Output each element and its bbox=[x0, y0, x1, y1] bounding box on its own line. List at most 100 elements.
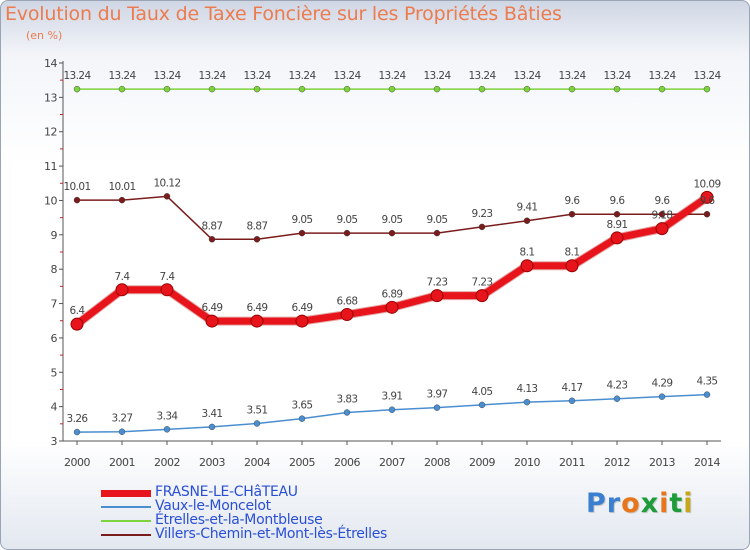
data-label-villers-chemin-et-mont-les-etrelles: 8.87 bbox=[247, 220, 268, 232]
data-label-frasne-le-chateau: 7.4 bbox=[115, 271, 131, 283]
data-point-etrelles-et-la-montbleuse bbox=[298, 85, 306, 93]
data-point-vaux-le-moncelot bbox=[118, 428, 126, 435]
data-point-etrelles-et-la-montbleuse bbox=[703, 85, 711, 93]
data-point-villers-chemin-et-mont-les-etrelles bbox=[613, 210, 621, 218]
y-tick-label: 6 bbox=[51, 332, 58, 345]
data-label-vaux-le-moncelot: 3.91 bbox=[382, 391, 403, 403]
data-point-frasne-le-chateau bbox=[385, 300, 399, 314]
x-tick-label: 2014 bbox=[694, 456, 720, 469]
data-label-vaux-le-moncelot: 3.65 bbox=[292, 400, 313, 412]
x-tick-label: 2011 bbox=[559, 456, 585, 469]
x-tick-label: 2001 bbox=[109, 456, 135, 469]
data-label-vaux-le-moncelot: 3.27 bbox=[112, 413, 133, 425]
data-label-frasne-le-chateau: 7.4 bbox=[160, 271, 176, 283]
x-tick-label: 2000 bbox=[64, 456, 90, 469]
data-point-etrelles-et-la-montbleuse bbox=[658, 85, 666, 93]
data-label-frasne-le-chateau: 7.23 bbox=[472, 277, 493, 289]
data-point-villers-chemin-et-mont-les-etrelles bbox=[163, 193, 171, 200]
data-point-etrelles-et-la-montbleuse bbox=[613, 85, 621, 93]
data-point-frasne-le-chateau bbox=[610, 231, 624, 245]
y-tick-label: 13 bbox=[44, 91, 57, 104]
data-point-villers-chemin-et-mont-les-etrelles bbox=[703, 210, 711, 218]
data-label-villers-chemin-et-mont-les-etrelles: 9.05 bbox=[382, 214, 403, 226]
logo-letter: i bbox=[659, 488, 670, 519]
data-label-frasne-le-chateau: 7.23 bbox=[427, 277, 448, 289]
data-point-frasne-le-chateau bbox=[295, 314, 309, 328]
data-point-frasne-le-chateau bbox=[430, 289, 444, 303]
data-label-villers-chemin-et-mont-les-etrelles: 9.23 bbox=[472, 208, 493, 220]
data-point-vaux-le-moncelot bbox=[388, 406, 396, 413]
data-point-villers-chemin-et-mont-les-etrelles bbox=[478, 223, 486, 231]
data-label-etrelles-et-la-montbleuse: 13.24 bbox=[63, 70, 91, 82]
data-label-villers-chemin-et-mont-les-etrelles: 9.05 bbox=[427, 214, 448, 226]
data-point-vaux-le-moncelot bbox=[478, 401, 486, 409]
data-point-etrelles-et-la-montbleuse bbox=[388, 85, 396, 93]
data-label-vaux-le-moncelot: 4.05 bbox=[472, 386, 493, 398]
data-point-etrelles-et-la-montbleuse bbox=[523, 85, 531, 93]
data-point-frasne-le-chateau bbox=[205, 314, 219, 328]
data-label-frasne-le-chateau: 6.89 bbox=[382, 288, 403, 300]
data-point-vaux-le-moncelot bbox=[658, 393, 666, 400]
data-label-villers-chemin-et-mont-les-etrelles: 10.01 bbox=[63, 181, 90, 193]
x-tick-label: 2006 bbox=[334, 456, 360, 469]
data-point-frasne-le-chateau bbox=[655, 222, 669, 236]
data-point-frasne-le-chateau bbox=[565, 259, 579, 273]
y-tick-label: 8 bbox=[51, 263, 58, 276]
data-label-villers-chemin-et-mont-les-etrelles: 9.6 bbox=[565, 195, 581, 207]
data-point-vaux-le-moncelot bbox=[163, 426, 171, 433]
data-label-etrelles-et-la-montbleuse: 13.24 bbox=[288, 70, 316, 82]
data-label-vaux-le-moncelot: 3.97 bbox=[427, 389, 448, 401]
data-label-etrelles-et-la-montbleuse: 13.24 bbox=[198, 70, 226, 82]
data-point-villers-chemin-et-mont-les-etrelles bbox=[388, 229, 396, 237]
x-tick-label: 2012 bbox=[604, 456, 630, 469]
data-label-vaux-le-moncelot: 3.41 bbox=[202, 408, 223, 420]
legend-swatch bbox=[101, 506, 151, 508]
data-point-frasne-le-chateau bbox=[520, 259, 534, 273]
x-tick-label: 2010 bbox=[514, 456, 540, 469]
data-point-etrelles-et-la-montbleuse bbox=[208, 85, 216, 93]
data-label-vaux-le-moncelot: 4.29 bbox=[652, 378, 673, 390]
data-label-frasne-le-chateau: 10.09 bbox=[693, 178, 720, 190]
data-point-vaux-le-moncelot bbox=[568, 397, 576, 404]
x-tick-label: 2008 bbox=[424, 456, 450, 469]
data-point-etrelles-et-la-montbleuse bbox=[73, 85, 81, 93]
data-point-frasne-le-chateau bbox=[250, 314, 264, 328]
data-label-etrelles-et-la-montbleuse: 13.24 bbox=[603, 70, 631, 82]
x-tick-label: 2004 bbox=[244, 456, 270, 469]
x-tick-label: 2013 bbox=[649, 456, 675, 469]
data-label-frasne-le-chateau: 6.49 bbox=[292, 302, 313, 314]
data-label-vaux-le-moncelot: 4.13 bbox=[517, 383, 538, 395]
data-label-etrelles-et-la-montbleuse: 13.24 bbox=[333, 70, 361, 82]
data-point-vaux-le-moncelot bbox=[298, 415, 306, 422]
data-point-villers-chemin-et-mont-les-etrelles bbox=[433, 229, 441, 237]
data-label-etrelles-et-la-montbleuse: 13.24 bbox=[378, 70, 406, 82]
data-label-frasne-le-chateau: 6.49 bbox=[247, 302, 268, 314]
data-point-vaux-le-moncelot bbox=[433, 404, 441, 411]
data-label-vaux-le-moncelot: 4.35 bbox=[697, 376, 718, 388]
data-label-vaux-le-moncelot: 4.23 bbox=[607, 380, 628, 392]
data-point-etrelles-et-la-montbleuse bbox=[478, 85, 486, 93]
data-point-frasne-le-chateau bbox=[115, 283, 129, 297]
data-point-frasne-le-chateau bbox=[160, 283, 174, 297]
data-point-frasne-le-chateau bbox=[700, 190, 714, 204]
data-label-villers-chemin-et-mont-les-etrelles: 10.01 bbox=[108, 181, 135, 193]
logo-letter: x bbox=[640, 488, 660, 519]
chart-subtitle: (en %) bbox=[26, 29, 63, 42]
data-label-villers-chemin-et-mont-les-etrelles: 10.12 bbox=[153, 177, 180, 189]
logo-letter: o bbox=[621, 488, 641, 519]
data-label-vaux-le-moncelot: 4.17 bbox=[562, 382, 583, 394]
data-label-vaux-le-moncelot: 3.34 bbox=[157, 410, 179, 422]
data-label-villers-chemin-et-mont-les-etrelles: 9.6 bbox=[610, 195, 626, 207]
data-label-etrelles-et-la-montbleuse: 13.24 bbox=[558, 70, 586, 82]
data-point-etrelles-et-la-montbleuse bbox=[343, 85, 351, 93]
data-point-villers-chemin-et-mont-les-etrelles bbox=[658, 210, 666, 218]
data-point-frasne-le-chateau bbox=[70, 317, 84, 331]
data-label-vaux-le-moncelot: 3.83 bbox=[337, 393, 358, 405]
legend-label: Étrelles-et-la-Montbleuse bbox=[155, 512, 323, 528]
data-point-etrelles-et-la-montbleuse bbox=[163, 85, 171, 93]
legend-label: Vaux-le-Moncelot bbox=[155, 498, 271, 514]
data-label-vaux-le-moncelot: 3.26 bbox=[67, 413, 89, 425]
data-label-etrelles-et-la-montbleuse: 13.24 bbox=[468, 70, 496, 82]
